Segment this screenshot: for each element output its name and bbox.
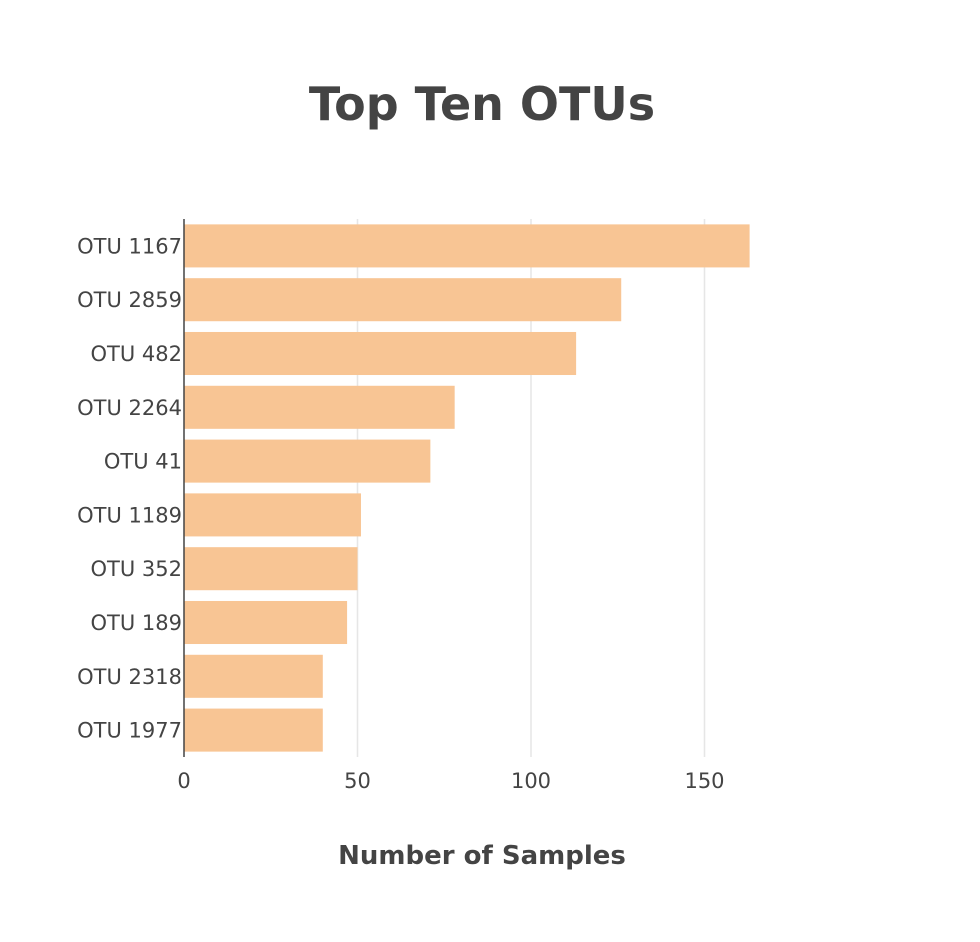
chart-title: Top Ten OTUs [309, 77, 655, 131]
x-tick-label: 150 [684, 769, 724, 793]
y-category-label: OTU 352 [91, 557, 183, 581]
bar[interactable] [184, 331, 577, 376]
bar[interactable] [184, 547, 358, 591]
bar[interactable] [184, 224, 750, 268]
y-category-label: OTU 2318 [77, 665, 182, 689]
y-category-label: OTU 2264 [77, 396, 182, 420]
x-tick-label: 100 [511, 769, 551, 793]
bars [184, 224, 750, 752]
y-category-label: OTU 41 [104, 450, 182, 474]
y-category-label: OTU 2859 [77, 288, 182, 312]
y-category-label: OTU 482 [91, 342, 183, 366]
y-category-label: OTU 189 [91, 611, 183, 635]
y-category-label: OTU 1167 [77, 234, 182, 258]
bar[interactable] [184, 600, 348, 645]
x-axis-ticks: 0 50 100 150 [177, 769, 724, 793]
bar[interactable] [184, 385, 455, 429]
bar[interactable] [184, 439, 431, 483]
bar[interactable] [184, 278, 622, 322]
bar[interactable] [184, 493, 361, 537]
y-category-label: OTU 1977 [77, 719, 182, 743]
y-axis-labels: OTU 1167 OTU 2859 OTU 482 OTU 2264 OTU 41 OTU… [77, 234, 182, 742]
y-category-label: OTU 1189 [77, 503, 182, 527]
x-tick-label: 0 [177, 769, 190, 793]
x-axis-label: Number of Samples [338, 841, 626, 871]
bar[interactable] [184, 708, 323, 752]
bar[interactable] [184, 654, 323, 698]
x-tick-label: 50 [344, 769, 371, 793]
